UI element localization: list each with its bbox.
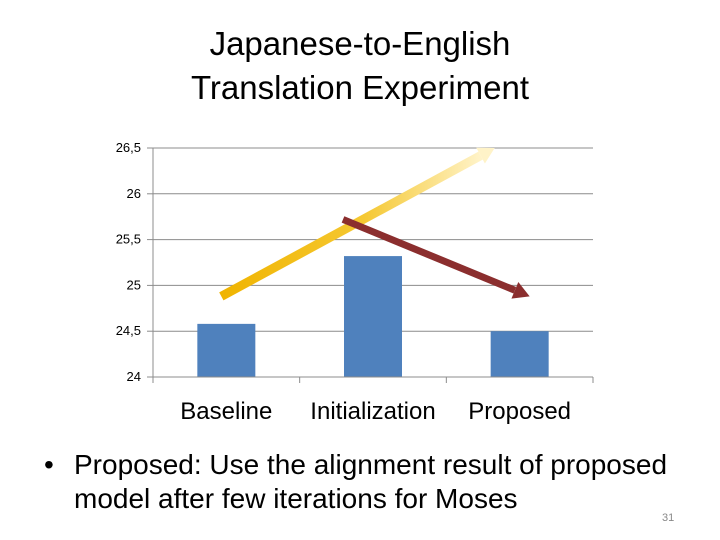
y-tick-label: 26,5 [116,140,141,155]
y-tick-label: 26 [127,186,141,201]
bullet-text: Proposed: Use the alignment result of pr… [74,448,714,516]
page-number: 31 [662,512,674,524]
y-tick-label: 24 [127,369,141,384]
y-tick-label: 25 [127,277,141,292]
bullet-dot: • [44,448,54,482]
x-category-label: Initialization [310,398,435,425]
bar [344,256,402,377]
bar [197,324,255,377]
y-tick-label: 25,5 [116,232,141,247]
bar [491,331,549,377]
x-category-label: Baseline [180,398,272,425]
y-tick-label: 24,5 [116,323,141,338]
x-category-label: Proposed [468,398,571,425]
